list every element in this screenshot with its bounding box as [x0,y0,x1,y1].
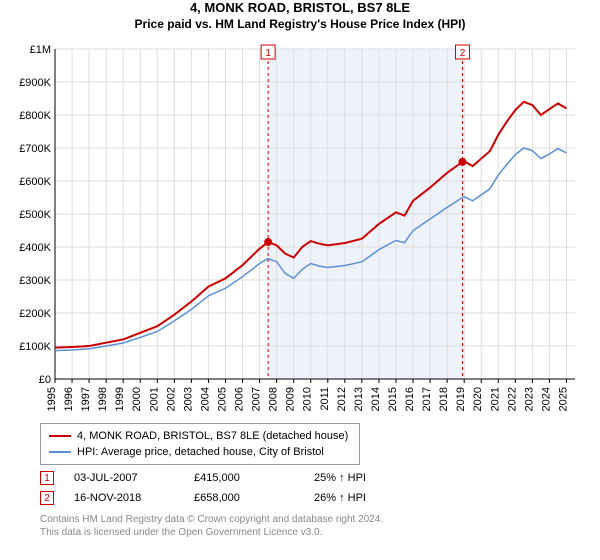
xtick-label: 2018 [438,387,450,411]
xtick-label: 2013 [353,387,365,411]
xtick-label: 2008 [268,387,280,411]
xtick-label: 2009 [285,387,297,411]
footer-line-2: This data is licensed under the Open Gov… [40,526,600,539]
xtick-label: 2012 [336,387,348,411]
ytick-label: £700K [19,143,51,155]
legend-swatch [49,451,71,453]
price-marker [264,238,272,246]
price-marker [458,158,466,166]
transaction-marker: 1 [40,471,54,485]
chart-title: 4, MONK ROAD, BRISTOL, BS7 8LE [0,0,600,15]
transaction-marker: 2 [40,491,54,505]
legend-label: 4, MONK ROAD, BRISTOL, BS7 8LE (detached… [77,428,348,444]
xtick-label: 1995 [46,387,58,411]
legend: 4, MONK ROAD, BRISTOL, BS7 8LE (detached… [40,423,360,465]
line-chart: £0 £100K £200K £300K £400K £500K £600K £700K £80… [15,39,585,419]
xtick-label: 1996 [63,387,75,411]
ytick-label: £800K [19,110,51,122]
transaction-delta: 25% ↑ HPI [314,472,414,484]
xtick-label: 2005 [216,387,228,411]
xtick-label: 2014 [370,387,382,411]
ytick-label: £400K [19,242,51,254]
xtick-label: 2001 [148,387,160,411]
legend-item: 4, MONK ROAD, BRISTOL, BS7 8LE (detached… [49,428,351,444]
transaction-row: 1 03-JUL-2007 £415,000 25% ↑ HPI [40,471,600,485]
xtick-label: 2019 [455,387,467,411]
footer-copyright: Contains HM Land Registry data © Crown c… [40,513,600,539]
transaction-delta: 26% ↑ HPI [314,492,414,504]
footer-line-1: Contains HM Land Registry data © Crown c… [40,513,600,526]
ytick-label: £1M [30,44,51,56]
xtick-label: 2006 [234,387,246,411]
xtick-label: 2003 [182,387,194,411]
xtick-label: 2021 [489,387,501,411]
ytick-label: £500K [19,209,51,221]
transaction-price: £658,000 [194,492,294,504]
xtick-label: 1998 [97,387,109,411]
xtick-label: 2002 [165,387,177,411]
legend-item: HPI: Average price, detached house, City… [49,444,351,460]
transaction-date: 16-NOV-2018 [74,492,174,504]
xtick-label: 2015 [387,387,399,411]
xtick-label: 2007 [251,387,263,411]
ytick-label: £200K [19,308,51,320]
ytick-label: £0 [39,374,51,386]
event-marker-label: 2 [460,48,466,59]
transaction-row: 2 16-NOV-2018 £658,000 26% ↑ HPI [40,491,600,505]
ytick-label: £900K [19,77,51,89]
transaction-price: £415,000 [194,472,294,484]
ytick-label: £300K [19,275,51,287]
xtick-label: 2011 [319,387,331,411]
xtick-label: 2016 [404,387,416,411]
legend-label: HPI: Average price, detached house, City… [77,444,324,460]
xtick-label: 2025 [557,387,569,411]
xtick-label: 2000 [131,387,143,411]
xtick-label: 2020 [472,387,484,411]
ytick-label: £600K [19,176,51,188]
xtick-label: 2004 [199,387,211,411]
xtick-label: 2022 [506,387,518,411]
legend-swatch [49,435,71,437]
event-marker-label: 1 [265,48,271,59]
xtick-label: 1999 [114,387,126,411]
ytick-label: £100K [19,341,51,353]
xtick-label: 2017 [421,387,433,411]
transaction-date: 03-JUL-2007 [74,472,174,484]
chart-subtitle: Price paid vs. HM Land Registry's House … [0,17,600,31]
xtick-label: 2023 [523,387,535,411]
xtick-label: 2024 [540,387,552,411]
xtick-label: 2010 [302,387,314,411]
xtick-label: 1997 [80,387,92,411]
